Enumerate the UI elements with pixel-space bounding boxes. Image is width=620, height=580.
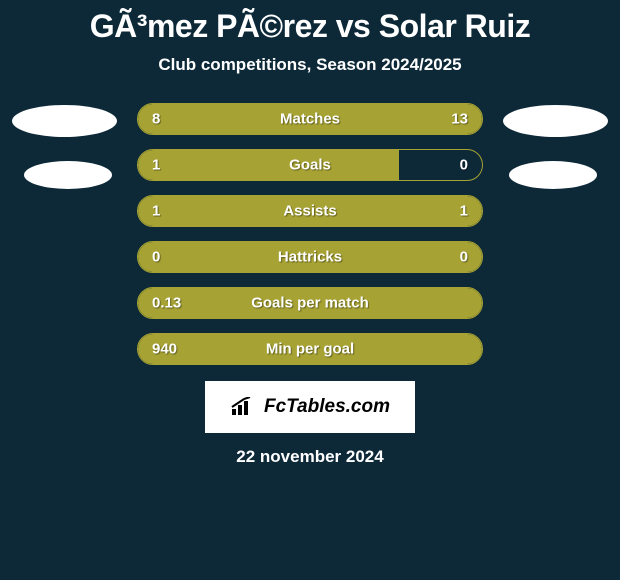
stat-label-matches: Matches <box>280 111 340 128</box>
stat-value-left-hattricks: 0 <box>152 249 160 266</box>
stat-label-mpg: Min per goal <box>266 341 354 358</box>
page-title: GÃ³mez PÃ©rez vs Solar Ruiz <box>90 8 530 45</box>
stat-value-left-matches: 8 <box>152 111 160 128</box>
stats-wrapper: 8 Matches 13 1 Goals 0 1 Assists 1 <box>0 103 620 365</box>
player-icon-right-2 <box>509 161 597 189</box>
stat-row-goals: 1 Goals 0 <box>137 149 483 181</box>
stat-value-left-goals: 1 <box>152 157 160 174</box>
stat-label-gpm: Goals per match <box>251 295 369 312</box>
player-icon-right-1 <box>503 105 608 137</box>
chart-icon <box>230 397 258 417</box>
stat-row-hattricks: 0 Hattricks 0 <box>137 241 483 273</box>
stat-value-right-goals: 0 <box>460 157 468 174</box>
player-icon-left-1 <box>12 105 117 137</box>
stat-row-gpm: 0.13 Goals per match <box>137 287 483 319</box>
player-icon-left-2 <box>24 161 112 189</box>
stat-label-goals: Goals <box>289 157 331 174</box>
stat-value-right-hattricks: 0 <box>460 249 468 266</box>
stat-value-left-mpg: 940 <box>152 341 177 358</box>
date-text: 22 november 2024 <box>236 447 383 467</box>
bar-left-goals <box>138 150 399 180</box>
main-container: GÃ³mez PÃ©rez vs Solar Ruiz Club competi… <box>0 0 620 580</box>
subtitle: Club competitions, Season 2024/2025 <box>158 55 461 75</box>
stat-row-matches: 8 Matches 13 <box>137 103 483 135</box>
stat-label-hattricks: Hattricks <box>278 249 342 266</box>
stat-row-mpg: 940 Min per goal <box>137 333 483 365</box>
stat-value-right-assists: 1 <box>460 203 468 220</box>
right-player-icons <box>503 103 608 189</box>
stat-value-left-gpm: 0.13 <box>152 295 181 312</box>
left-player-icons <box>12 103 117 189</box>
stat-value-left-assists: 1 <box>152 203 160 220</box>
stats-column: 8 Matches 13 1 Goals 0 1 Assists 1 <box>137 103 483 365</box>
stat-value-right-matches: 13 <box>451 111 468 128</box>
stat-label-assists: Assists <box>283 203 336 220</box>
stat-row-assists: 1 Assists 1 <box>137 195 483 227</box>
logo-box[interactable]: FcTables.com <box>205 381 415 433</box>
logo-text: FcTables.com <box>264 396 390 418</box>
